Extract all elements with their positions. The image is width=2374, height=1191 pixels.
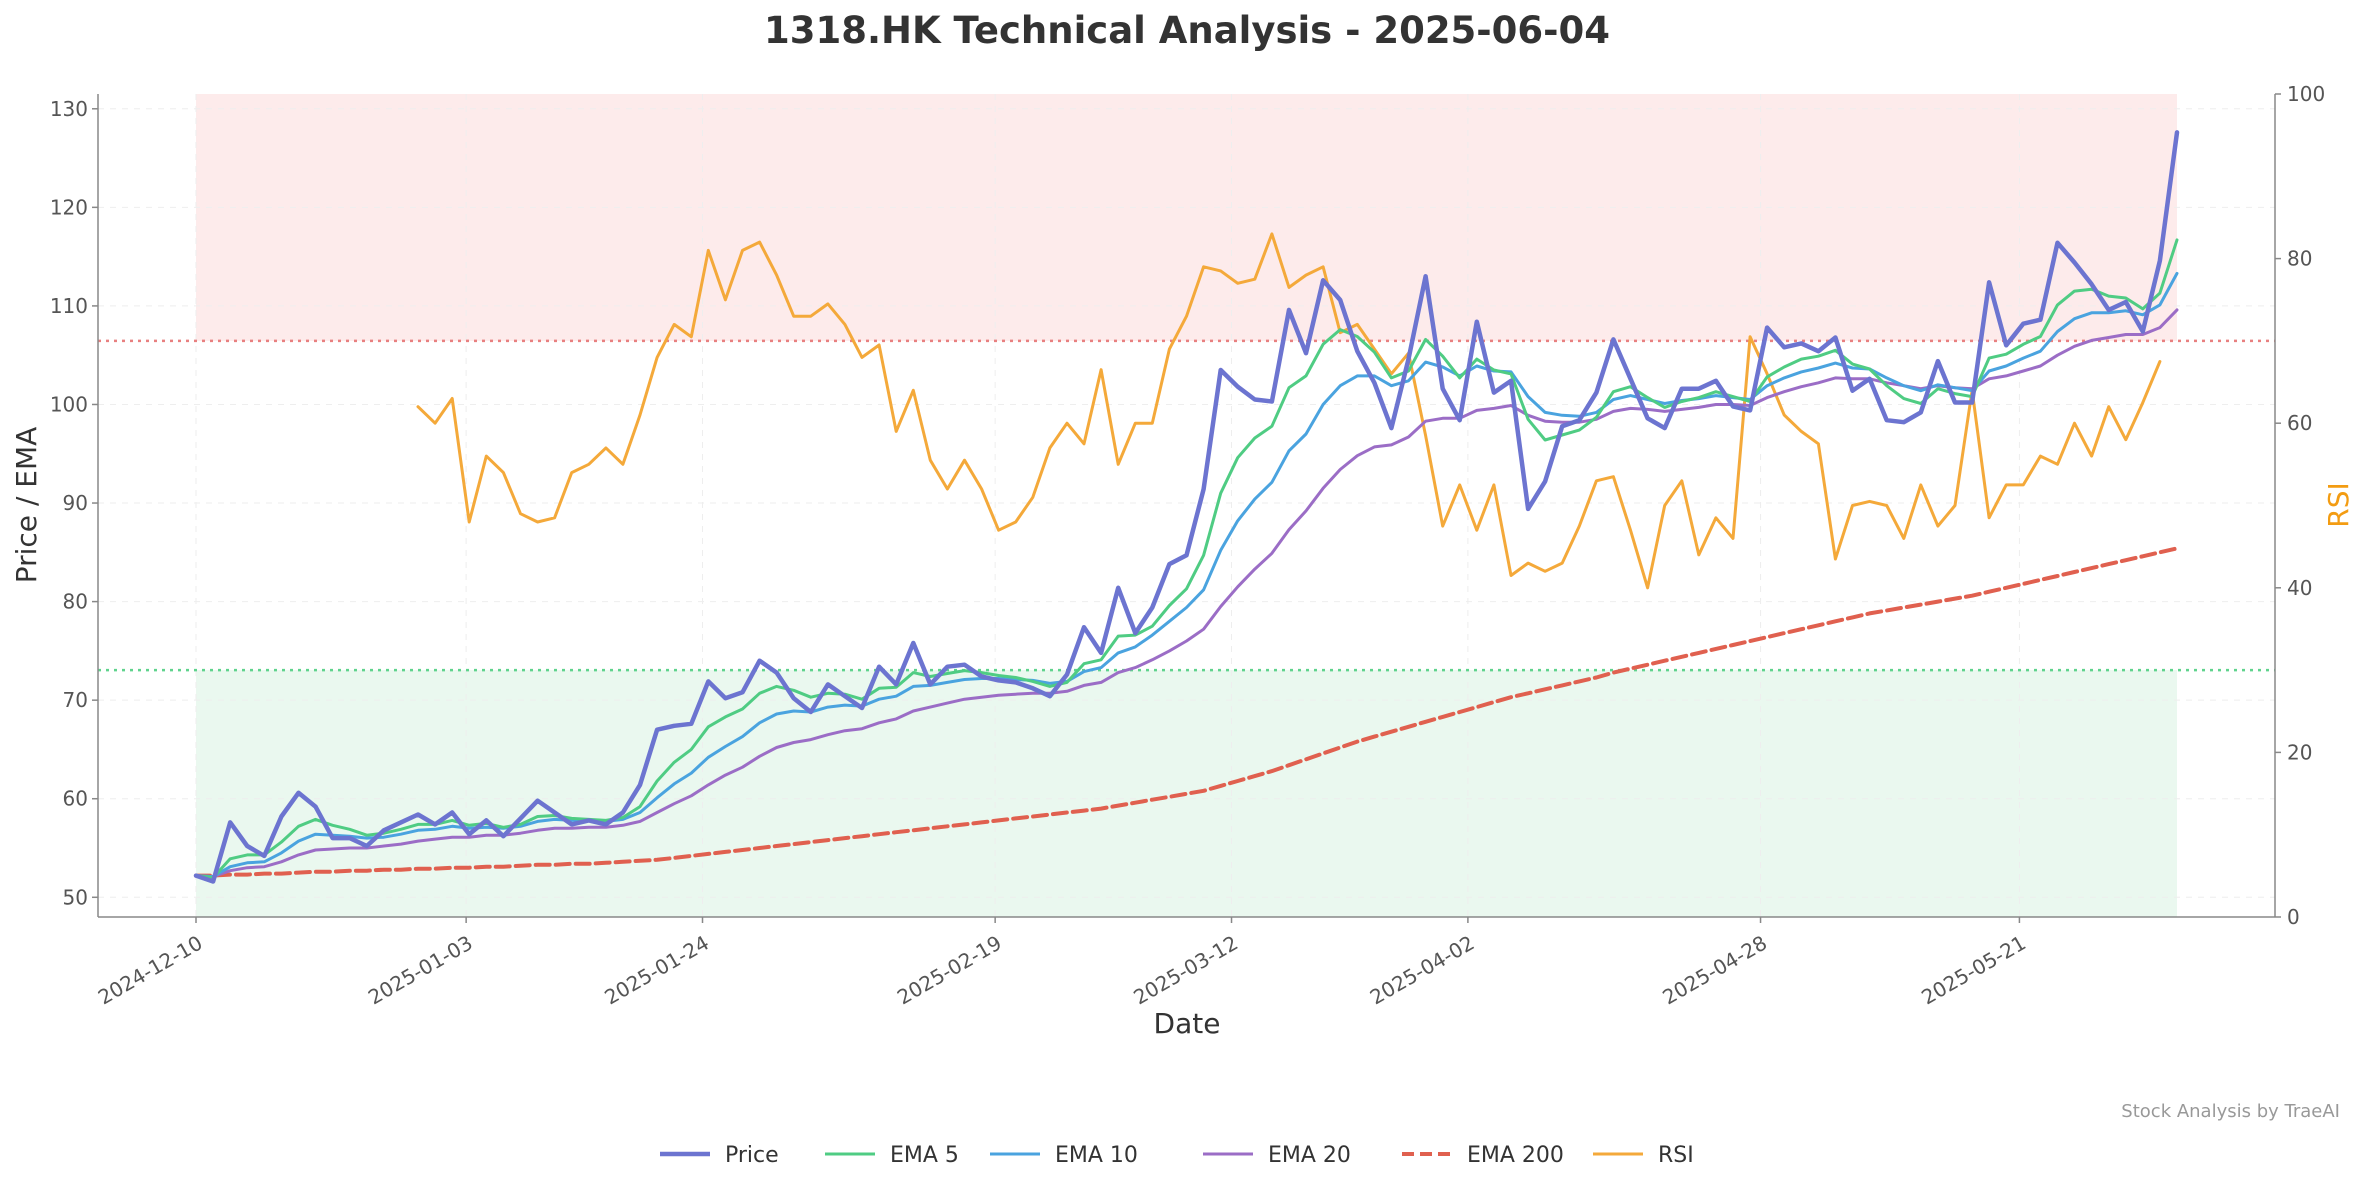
y-tick-label: 110 xyxy=(50,294,88,318)
legend-label-ema10: EMA 10 xyxy=(1055,1143,1138,1168)
rsi-tick-label: 40 xyxy=(2287,576,2312,600)
chart-legend: Price EMA 5 EMA 10 EMA 20 EMA 200 RSI xyxy=(660,1143,1694,1168)
x-tick-label: 2025-02-19 xyxy=(893,931,1006,1010)
series-line-ema200 xyxy=(194,546,2179,878)
series-line-ema5 xyxy=(194,238,2179,880)
x-tick-label: 2025-05-21 xyxy=(1917,931,2030,1010)
legend-label-ema200: EMA 200 xyxy=(1467,1143,1564,1168)
y-tick-label: 90 xyxy=(63,491,88,515)
right-y-ticks: 0 20 40 60 80 100 xyxy=(2275,82,2325,929)
x-tick-label: 2024-12-10 xyxy=(94,931,207,1010)
rsi-tick-label: 80 xyxy=(2287,247,2312,271)
overbought-zone xyxy=(196,94,2177,341)
rsi-tick-label: 60 xyxy=(2287,411,2312,435)
y-tick-label: 60 xyxy=(63,787,88,811)
y-tick-label: 100 xyxy=(50,392,88,416)
x-axis-label: Date xyxy=(1154,1007,1221,1040)
watermark-text: Stock Analysis by TraeAI xyxy=(2121,1101,2340,1122)
rsi-axis-label: RSI xyxy=(2322,482,2355,528)
x-tick-label: 2025-03-12 xyxy=(1129,931,1242,1010)
series-line-rsi xyxy=(416,232,2162,590)
x-ticks: 2024-12-10 2025-01-03 2025-01-24 2025-02-19… xyxy=(94,917,2030,1009)
rsi-tick-label: 20 xyxy=(2287,740,2312,764)
x-tick-label: 2025-04-28 xyxy=(1658,931,1771,1010)
legend-label-price: Price xyxy=(725,1143,779,1168)
y-tick-label: 50 xyxy=(63,885,88,909)
x-tick-label: 2025-01-24 xyxy=(600,931,713,1010)
y-tick-label: 80 xyxy=(63,590,88,614)
y-tick-label: 120 xyxy=(50,195,88,219)
series-line-price xyxy=(193,130,2180,884)
legend-label-ema5: EMA 5 xyxy=(890,1143,959,1168)
left-y-ticks: 50 60 70 80 90 100 110 120 130 xyxy=(50,97,98,909)
axes xyxy=(97,94,2276,918)
x-tick-label: 2025-04-02 xyxy=(1366,931,1479,1010)
rsi-tick-label: 0 xyxy=(2287,905,2300,929)
series-layer xyxy=(193,130,2180,884)
x-tick-label: 2025-01-03 xyxy=(364,931,477,1010)
legend-label-ema20: EMA 20 xyxy=(1268,1143,1351,1168)
y-tick-label: 130 xyxy=(50,97,88,121)
legend-label-rsi: RSI xyxy=(1658,1143,1694,1168)
rsi-threshold-lines xyxy=(98,339,2275,672)
y-tick-label: 70 xyxy=(63,688,88,712)
y-axis-label: Price / EMA xyxy=(10,427,43,584)
chart-title: 1318.HK Technical Analysis - 2025-06-04 xyxy=(764,9,1610,52)
rsi-tick-label: 100 xyxy=(2287,82,2325,106)
